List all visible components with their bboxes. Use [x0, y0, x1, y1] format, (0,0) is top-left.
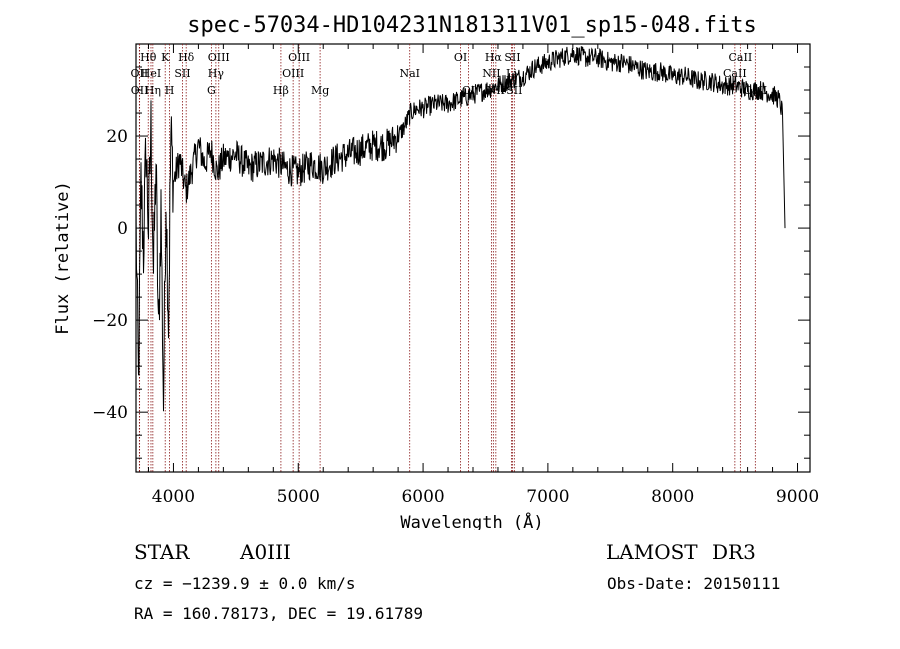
spectral-line-label: OI: [462, 84, 475, 97]
spectral-line-label: HeI: [141, 67, 161, 80]
spectral-line-label: CaII: [729, 51, 753, 64]
axis-ticks: 4000 5000 6000 7000 8000 9000 −40 −20 0 20: [92, 44, 819, 507]
spectral-line-label: Hγ: [208, 67, 225, 80]
chart-title: spec-57034-HD104231N181311V01_sp15-048.f…: [187, 13, 757, 38]
x-tick-label: 5000: [277, 487, 320, 507]
x-axis-label: Wavelength (Å): [400, 511, 543, 530]
spectral-line-label: Hδ: [178, 51, 195, 64]
spectral-line-label: Hα: [485, 51, 503, 64]
spectral-line-label: OII: [131, 67, 149, 80]
spectral-line-label: Li: [506, 67, 517, 80]
spectral-line-label: NII: [482, 67, 500, 80]
spectral-line-label: OIII: [208, 51, 230, 64]
x-tick-label: 6000: [401, 487, 444, 507]
spectrum-chart: spec-57034-HD104231N181311V01_sp15-048.f…: [53, 13, 819, 530]
spectral-line-label: Hη: [145, 84, 161, 97]
spectral-line-label: CaII: [743, 84, 767, 97]
data-release: DR3: [712, 540, 756, 564]
spectral-line-label: SII: [504, 51, 520, 64]
spectral-line-label: SII: [506, 84, 522, 97]
spectral-line-label: OIII: [282, 67, 304, 80]
y-tick-label: 20: [106, 127, 128, 147]
x-tick-label: 8000: [651, 487, 694, 507]
spectral-line-label: SII: [174, 67, 190, 80]
spectral-line-label: Hθ: [140, 51, 157, 64]
y-tick-label: −20: [92, 311, 128, 331]
spectral-line-label: NII: [487, 84, 505, 97]
y-tick-label: 0: [117, 219, 128, 239]
object-class: STAR: [134, 540, 190, 564]
spectral-line-label: OII: [131, 84, 149, 97]
redshift-velocity: cz = −1239.9 ± 0.0 km/s: [134, 574, 356, 593]
observation-date: Obs-Date: 20150111: [607, 574, 781, 593]
survey-name: LAMOST: [606, 540, 698, 564]
y-tick-label: −40: [92, 403, 128, 423]
coordinates: RA = 160.78173, DEC = 19.61789: [134, 604, 423, 623]
spectral-line-label: H: [165, 84, 175, 97]
x-tick-label: 9000: [776, 487, 819, 507]
spectral-line-label: CaII: [723, 67, 747, 80]
spectral-line-label: NaI: [399, 67, 420, 80]
spectral-line-label: OI: [454, 51, 467, 64]
spectral-line-label: Hβ: [273, 84, 289, 97]
x-tick-label: 4000: [152, 487, 195, 507]
y-axis-label: Flux (relative): [53, 181, 73, 335]
spectral-line-label: OIII: [288, 51, 310, 64]
flux-series-line: [136, 46, 786, 412]
spectral-line-label: G: [207, 84, 216, 97]
series-layer: [136, 46, 786, 412]
plot-frame: [135, 43, 811, 473]
spectral-line-label: Mg: [311, 84, 329, 97]
x-tick-label: 7000: [526, 487, 569, 507]
spectral-line-label: K: [161, 51, 170, 64]
object-subclass: A0III: [240, 540, 291, 564]
